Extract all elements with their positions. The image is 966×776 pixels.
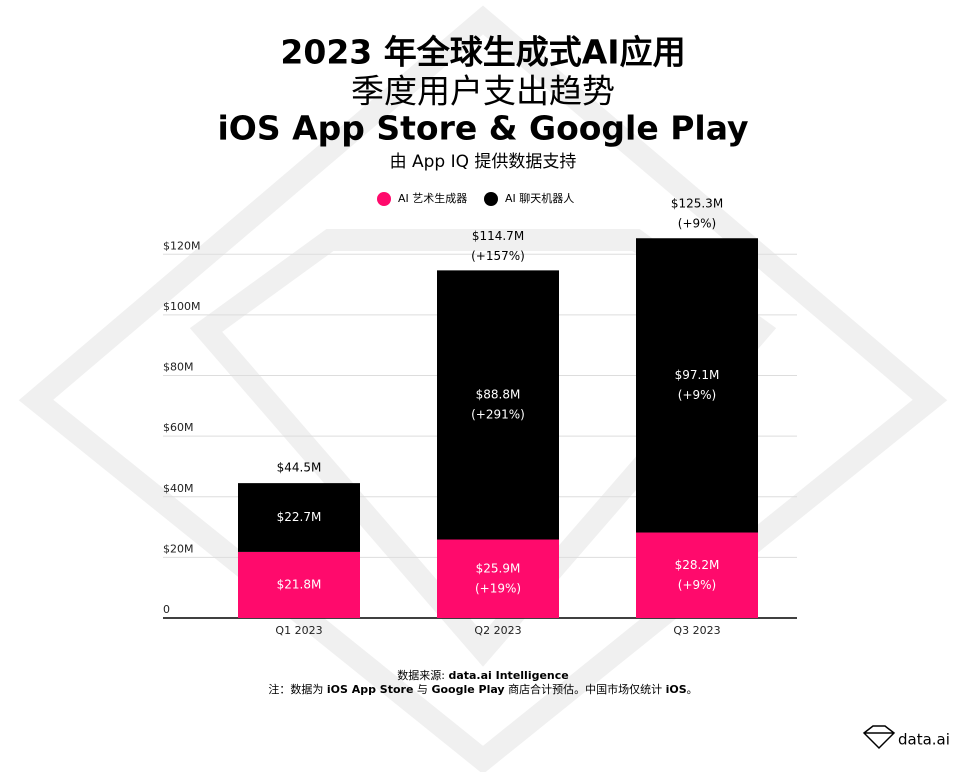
total-label: $125.3M [671, 197, 723, 211]
change-label: (+9%) [678, 388, 716, 402]
note-part: Google Play [431, 683, 504, 696]
value-label: $25.9M [476, 561, 521, 575]
bar-segment [238, 483, 360, 552]
change-label: (+9%) [678, 578, 716, 592]
legend-label: AI 艺术生成器 [398, 191, 467, 205]
note-part: 。 [687, 683, 698, 696]
bar-segment [238, 551, 360, 618]
logo-icon [862, 725, 896, 750]
bar-segment [636, 532, 758, 618]
legend-swatch [377, 192, 391, 206]
y-tick-label: $40M [163, 482, 194, 495]
legend-label: AI 聊天机器人 [505, 191, 574, 205]
title-line: iOS App Store & Google Play [217, 109, 748, 148]
note-part: iOS App Store [327, 683, 414, 696]
bar-segment [437, 270, 559, 540]
source: 数据来源: data.ai Intelligence [397, 668, 568, 682]
x-tick-label: Q1 2023 [275, 624, 322, 637]
y-tick-label: $60M [163, 421, 194, 434]
total-change: (+157%) [471, 249, 525, 263]
title-line: 季度用户支出趋势 [351, 72, 615, 111]
x-tick-label: Q3 2023 [673, 624, 720, 637]
x-tick-label: Q2 2023 [474, 624, 521, 637]
logo: data.ai [898, 731, 950, 749]
note-part: 注：数据为 [268, 682, 327, 696]
y-tick-label: $120M [163, 239, 201, 252]
total-label: $114.7M [472, 229, 524, 243]
change-label: (+19%) [475, 581, 521, 595]
title-line: 2023 年全球生成式AI应用 [280, 33, 685, 72]
note-part: 商店合计预估。中国市场仅统计 [505, 682, 666, 696]
subtitle: 由 App IQ 提供数据支持 [390, 152, 577, 172]
value-label: $97.1M [675, 368, 720, 382]
legend-swatch [484, 192, 498, 206]
value-label: $88.8M [476, 387, 521, 401]
y-tick-label: $100M [163, 300, 201, 313]
y-tick-label: $20M [163, 542, 194, 555]
bar-segment [636, 238, 758, 533]
source-prefix: 数据来源: [397, 668, 448, 682]
y-tick-label: $80M [163, 361, 194, 374]
note: 注：数据为 iOS App Store 与 Google Play 商店合计预估… [268, 682, 697, 696]
note-part: 与 [413, 683, 431, 696]
source-name: data.ai Intelligence [448, 669, 568, 682]
change-label: (+291%) [471, 407, 525, 421]
value-label: $28.2M [675, 558, 720, 572]
value-label: $21.8M [277, 577, 322, 591]
total-label: $44.5M [277, 461, 322, 475]
note-part: iOS [666, 683, 687, 696]
value-label: $22.7M [277, 510, 322, 524]
bar-segment [437, 539, 559, 618]
y-tick-label: 0 [163, 603, 170, 616]
total-change: (+9%) [678, 217, 716, 231]
